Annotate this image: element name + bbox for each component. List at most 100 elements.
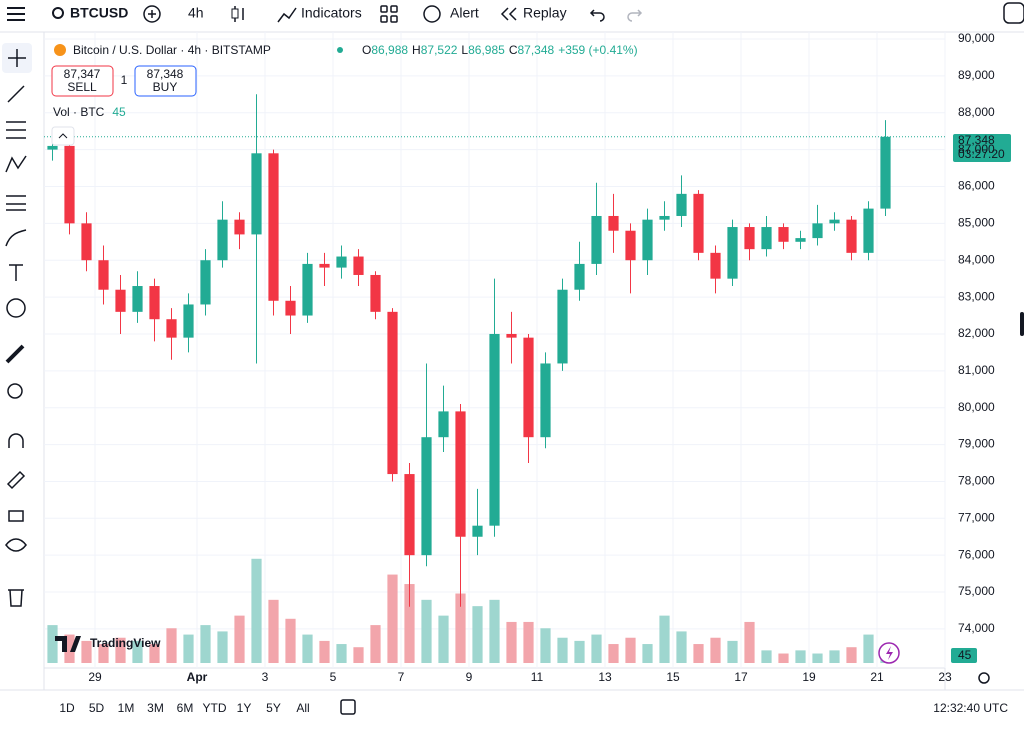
settings[interactable] (978, 672, 990, 684)
side-panel[interactable] (1003, 2, 1024, 24)
candle-body (659, 215, 670, 220)
volume-bar (472, 606, 483, 663)
volume-bar (846, 647, 857, 663)
volume-bars (47, 558, 891, 663)
y-tick-label: 86,000 (958, 179, 995, 193)
candle-body (778, 227, 789, 242)
candle-body (336, 256, 347, 268)
brush-tool[interactable] (5, 229, 27, 247)
magnet-tool[interactable] (8, 433, 24, 448)
y-tick-label: 75,000 (958, 584, 995, 598)
y-tick-label: 83,000 (958, 289, 995, 303)
volume-bar (200, 625, 211, 663)
candle-body (472, 525, 483, 537)
volume-bar (727, 640, 738, 663)
interval[interactable]: 4h (188, 5, 204, 21)
lock-tool[interactable] (8, 510, 24, 522)
sell-button[interactable] (51, 65, 114, 97)
alert-icon[interactable] (423, 5, 441, 23)
range-button[interactable]: 5Y (266, 701, 281, 715)
range-button[interactable]: All (296, 701, 309, 715)
volume-bar (540, 628, 551, 663)
candle-body (353, 256, 364, 275)
x-tick-label: 11 (531, 670, 544, 684)
y-tick-label: 89,000 (958, 68, 995, 82)
range-button[interactable]: 1D (59, 701, 75, 715)
emoji-tool[interactable] (6, 298, 26, 318)
text-tool[interactable] (9, 264, 23, 281)
replay[interactable]: Replay (523, 5, 567, 21)
candle-body (812, 223, 823, 239)
candle-body (880, 136, 891, 209)
y-tick-label: 76,000 (958, 547, 995, 561)
draw-mode-tool[interactable] (6, 470, 26, 490)
layout-icon[interactable] (380, 5, 398, 23)
volume-tag-value: 45 (958, 648, 972, 662)
symbol[interactable]: BTCUSD (70, 5, 128, 21)
trendline-tool[interactable] (7, 85, 25, 103)
x-tick-label: 23 (938, 670, 952, 684)
candle-body (387, 311, 398, 475)
x-tick-label: 21 (870, 670, 884, 684)
volume-bar (574, 640, 585, 663)
candle-body (506, 333, 517, 338)
volume-bar (370, 625, 381, 663)
indicators[interactable]: Indicators (301, 5, 362, 21)
buy-button[interactable] (134, 65, 197, 97)
candle-body (319, 263, 330, 268)
volume-bar (421, 599, 432, 663)
measure-tool[interactable] (5, 344, 25, 364)
y-tick-label: 87,000 (958, 142, 995, 156)
volume-bar (64, 634, 75, 663)
volume-bar (319, 640, 330, 663)
chart-type-box (231, 8, 239, 19)
pattern-tool[interactable] (5, 155, 27, 173)
crosshair-tool[interactable] (8, 49, 26, 67)
price-tag-countdown: 03:27:20 (958, 147, 1005, 161)
collapse-legend[interactable] (51, 126, 75, 146)
undo[interactable] (589, 9, 605, 22)
side-handle[interactable] (1020, 312, 1024, 336)
logo-mark (55, 636, 81, 652)
volume-bar (353, 647, 364, 663)
x-tick-label: 29 (88, 670, 102, 684)
volume-legend: Vol · BTC 45 (53, 105, 126, 119)
range-button[interactable]: 6M (177, 701, 194, 715)
top-bar: BTCUSD 4h Indicators Alert Replay (7, 2, 1024, 24)
indicators-icon[interactable] (277, 7, 297, 23)
market-status (337, 47, 343, 53)
delete-tool[interactable] (8, 589, 24, 607)
range-button[interactable]: 3M (147, 701, 164, 715)
candle-body (863, 208, 874, 253)
volume-bar (438, 615, 449, 663)
hide-tool[interactable] (5, 538, 27, 552)
candle-body (710, 252, 721, 279)
redo[interactable] (627, 9, 643, 22)
candle-body (625, 230, 636, 261)
candle-body (744, 227, 755, 250)
candle-body (404, 474, 415, 556)
range-button[interactable]: YTD (203, 701, 227, 715)
candle-body (829, 219, 840, 224)
add-symbol[interactable] (143, 5, 161, 23)
search-icon[interactable] (52, 7, 64, 19)
range-button[interactable]: 1Y (237, 701, 252, 715)
sell-label: SELL (67, 80, 97, 94)
range-button[interactable]: 5D (89, 701, 105, 715)
volume-bar (387, 574, 398, 663)
range-button[interactable]: 1M (118, 701, 135, 715)
menu-icon[interactable] (7, 7, 25, 21)
alert[interactable]: Alert (450, 5, 479, 21)
logo-text: TradingView (90, 636, 161, 650)
replay-icon[interactable] (500, 7, 517, 21)
goto-date[interactable] (340, 699, 356, 715)
quantity: 1 (121, 73, 128, 87)
prediction-tool[interactable] (6, 195, 26, 211)
zoom-tool[interactable] (7, 383, 23, 399)
fib-tool[interactable] (6, 121, 26, 139)
candle-body (489, 333, 500, 526)
volume-bar (795, 650, 806, 663)
l-value: 86,985 (468, 43, 505, 57)
volume-bar (217, 631, 228, 663)
x-tick-label: 13 (598, 670, 612, 684)
